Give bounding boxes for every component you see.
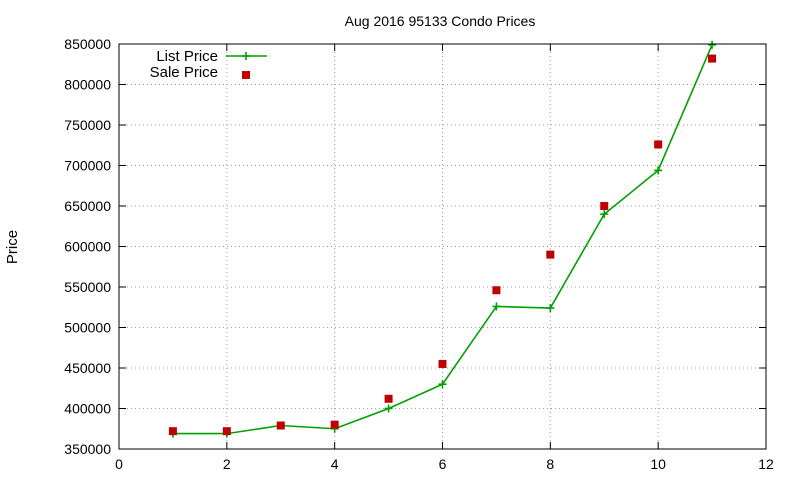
legend-swatch-square — [242, 71, 250, 79]
y-tick-label: 450000 — [64, 360, 111, 376]
x-tick-label: 12 — [758, 456, 774, 472]
sale-price-point — [168, 427, 177, 436]
series-layer — [168, 40, 717, 438]
sale-price-point — [492, 286, 501, 295]
legend-label: List Price — [156, 48, 218, 65]
list-price-point — [546, 304, 555, 313]
y-tick-label: 350000 — [64, 441, 111, 457]
list-price-point — [600, 210, 609, 219]
list-price-point — [654, 166, 663, 175]
y-tick-label: 700000 — [64, 158, 111, 174]
y-tick-label: 500000 — [64, 320, 111, 336]
sale-price-point — [438, 359, 447, 368]
list-price-point — [492, 302, 501, 311]
y-tick-label: 750000 — [64, 117, 111, 133]
legend-swatch-marker — [242, 52, 250, 60]
list-price-point — [384, 404, 393, 413]
list-price-line — [172, 44, 713, 435]
x-tick-label: 10 — [650, 456, 666, 472]
y-axis-label: Price — [4, 230, 21, 264]
y-tick-label: 800000 — [64, 77, 111, 93]
sale-price-point — [600, 202, 609, 210]
y-tick-label: 850000 — [64, 36, 111, 52]
list-price-point — [708, 40, 717, 49]
sale-price-point — [330, 420, 339, 429]
grid — [119, 44, 766, 449]
series-sale-price — [168, 54, 717, 436]
axis-ticks: 350000 400000 450000 500000 550000 600000 6500… — [64, 36, 774, 472]
x-tick-label: 4 — [331, 456, 339, 472]
sale-price-point — [654, 140, 663, 149]
plot-frame — [118, 43, 767, 450]
legend-label: Sale Price — [150, 64, 218, 81]
x-tick-label: 2 — [223, 456, 231, 472]
x-tick-label: 6 — [439, 456, 447, 472]
chart-title: Aug 2016 95133 Condo Prices — [345, 13, 536, 29]
x-tick-label: 8 — [546, 456, 554, 472]
sale-price-point — [546, 250, 555, 259]
x-tick-label: 0 — [115, 456, 123, 472]
y-tick-label: 650000 — [64, 198, 111, 214]
y-tick-label: 400000 — [64, 401, 111, 417]
y-tick-label: 550000 — [64, 279, 111, 295]
list-price-point — [438, 380, 447, 389]
sale-price-point — [276, 421, 285, 430]
y-tick-label: 600000 — [64, 239, 111, 255]
sale-price-point — [384, 394, 393, 403]
sale-price-point — [222, 427, 231, 436]
sale-price-point — [708, 54, 717, 63]
